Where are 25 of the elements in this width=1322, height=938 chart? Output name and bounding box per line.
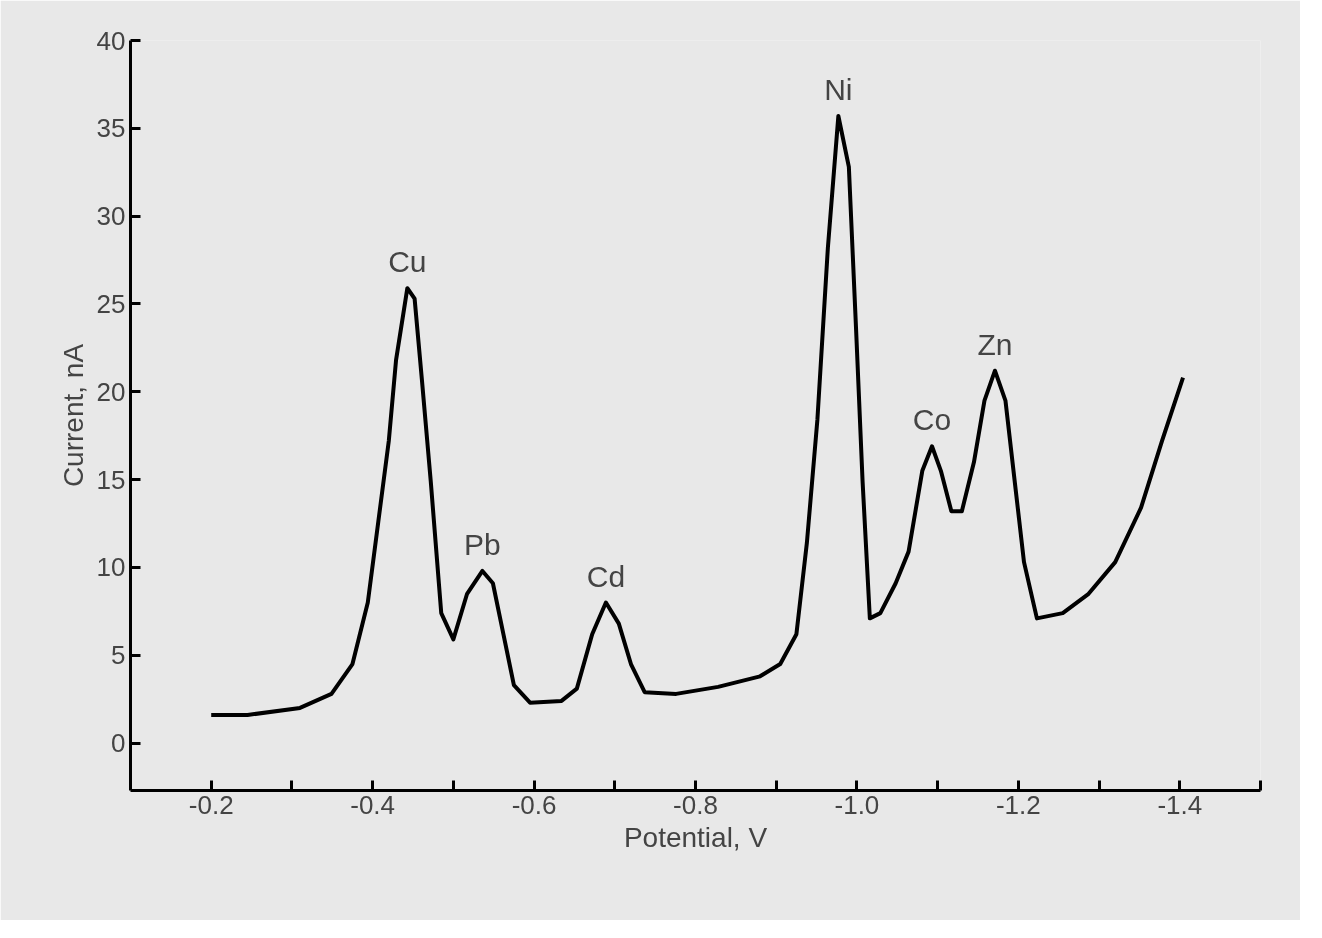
x-tick-label: -0.2 xyxy=(188,789,234,820)
line-series xyxy=(209,114,1186,717)
annotation: Ni xyxy=(824,73,853,107)
annotation: Cu xyxy=(388,245,427,279)
x-tick-label: -0.4 xyxy=(350,789,396,820)
x-tick-label: -0.6 xyxy=(511,789,557,820)
x-tick-label: -1.2 xyxy=(995,789,1041,820)
x-tick-label: -0.8 xyxy=(673,789,718,820)
y-tick-label: 25 xyxy=(96,288,126,319)
annotation: Cd xyxy=(586,559,626,593)
y-axis-title: Current, nA xyxy=(57,343,89,488)
y-tick-label: 0 xyxy=(111,728,126,759)
annotation: Co xyxy=(912,403,952,437)
y-tick-label: 30 xyxy=(96,201,126,232)
y-tick-label: 15 xyxy=(96,464,126,495)
y-tick-label: 40 xyxy=(96,25,126,56)
x-axis-title: Potential, V xyxy=(623,821,768,853)
x-tick-label: -1.0 xyxy=(834,789,880,820)
y-tick-label: 5 xyxy=(111,640,126,671)
y-tick-label: 35 xyxy=(96,113,126,144)
annotation: Pb xyxy=(464,527,501,561)
annotation: Zn xyxy=(977,327,1013,361)
y-tick-label: 20 xyxy=(96,376,126,407)
x-tick-label: -1.4 xyxy=(1157,789,1203,820)
y-tick-label: 10 xyxy=(96,552,126,583)
